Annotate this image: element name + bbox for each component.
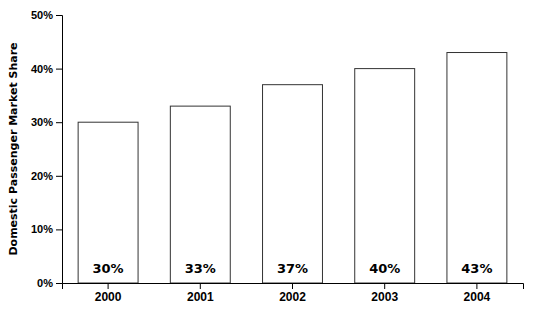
data-labels: 30% 33% 37% 40% 43% [93, 261, 493, 276]
y-tick-mark [56, 229, 62, 230]
x-tick-label: 2003 [371, 290, 398, 304]
x-axis: 2000 2001 2002 2003 2004 [63, 283, 524, 304]
x-axis-line [63, 284, 524, 290]
x-tick: 2000 [95, 283, 122, 304]
x-tick: 2003 [371, 283, 398, 304]
x-tick-mark [292, 283, 293, 289]
y-tick-mark [56, 69, 62, 70]
y-tick-label: 10% [31, 223, 53, 235]
y-tick-label: 0% [37, 277, 53, 289]
data-label: 43% [461, 261, 492, 276]
x-tick-mark [384, 283, 385, 289]
y-tick: 50% [31, 9, 62, 21]
y-tick-mark [56, 283, 62, 284]
x-tick-mark [476, 283, 477, 289]
data-label: 33% [185, 261, 216, 276]
y-tick: 10% [31, 223, 62, 235]
bar [263, 85, 323, 283]
y-tick: 30% [31, 116, 62, 128]
y-tick-label: 50% [31, 9, 53, 21]
bar [78, 122, 138, 283]
y-axis: 0% 10% 20% 30% 40% 50% [31, 9, 63, 289]
y-tick-label: 40% [31, 63, 53, 75]
plot: 2000 2001 2002 2003 2004 0% 10% 20% 30% 40% 50% 30%… [31, 9, 524, 304]
x-tick-mark [108, 283, 109, 289]
x-tick: 2001 [187, 283, 214, 304]
y-tick-label: 30% [31, 116, 53, 128]
bar [355, 69, 415, 283]
chart: 2000 2001 2002 2003 2004 0% 10% 20% 30% 40% 50% 30%… [0, 0, 538, 318]
x-tick-label: 2002 [279, 290, 306, 304]
x-tick: 2004 [464, 283, 491, 304]
y-tick: 0% [37, 277, 62, 289]
x-tick-label: 2000 [95, 290, 122, 304]
y-tick: 40% [31, 63, 62, 75]
x-tick: 2002 [279, 283, 306, 304]
y-tick-mark [56, 176, 62, 177]
y-tick-label: 20% [31, 170, 53, 182]
y-tick-mark [56, 122, 62, 123]
y-axis-title: Domestic Passenger Market Share [7, 42, 20, 255]
data-label: 30% [93, 261, 124, 276]
bar [170, 106, 230, 283]
x-tick-mark [200, 283, 201, 289]
y-tick-mark [56, 15, 62, 16]
bar [447, 53, 507, 283]
bars [78, 53, 507, 283]
x-tick-label: 2001 [187, 290, 214, 304]
x-tick-label: 2004 [464, 290, 491, 304]
y-tick: 20% [31, 170, 62, 182]
y-axis-line [56, 16, 63, 284]
data-label: 37% [277, 261, 308, 276]
data-label: 40% [369, 261, 400, 276]
